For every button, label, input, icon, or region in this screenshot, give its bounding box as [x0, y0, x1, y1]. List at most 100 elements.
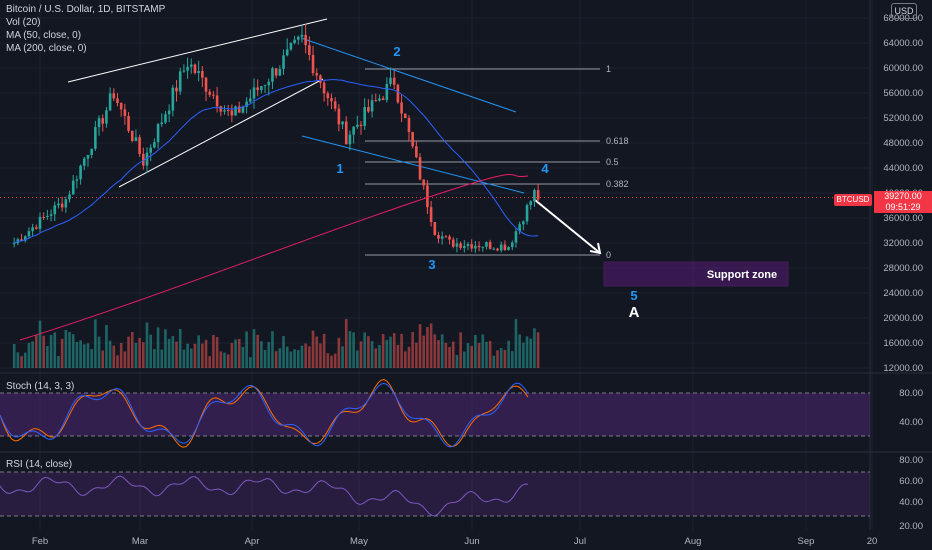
candle-body: [71, 180, 75, 195]
volume-bar: [197, 335, 200, 368]
price-tick: 64000.00: [883, 38, 923, 49]
ma50-line: [13, 79, 539, 244]
volume-bar: [260, 341, 263, 368]
time-tick: Jun: [464, 536, 479, 547]
indicator-volume[interactable]: Vol (20): [6, 17, 41, 28]
candle-body: [367, 107, 370, 112]
candle-body: [127, 115, 130, 131]
volume-bar: [64, 329, 68, 368]
rsi-pane: 80.00 60.00 40.00 20.00: [0, 455, 923, 532]
candle-body: [186, 66, 189, 71]
candle-body: [68, 194, 71, 200]
indicator-ma50[interactable]: MA (50, close, 0): [6, 30, 82, 41]
volume-bar: [429, 323, 433, 368]
candle-body: [79, 165, 82, 180]
candle-body: [64, 199, 68, 208]
volume-bar: [116, 355, 119, 368]
candlesticks: [12, 23, 540, 253]
candle-body: [97, 118, 101, 128]
fib-label: 0: [606, 250, 611, 260]
candle-body: [145, 152, 149, 166]
stoch-pane: 80.00 40.00: [0, 379, 923, 448]
candle-body: [348, 134, 352, 145]
candle-body: [42, 216, 45, 218]
volume-bar: [396, 344, 400, 368]
candle-body: [415, 146, 418, 158]
volume-bar: [189, 348, 193, 368]
volume-bar: [145, 322, 149, 368]
candle-body: [223, 110, 226, 112]
indicator-ma200[interactable]: MA (200, close, 0): [6, 43, 87, 54]
last-price: 39270.00: [884, 191, 922, 201]
volume-bar: [433, 334, 437, 368]
candle-body: [160, 122, 164, 125]
support-zone: Support zone: [603, 261, 789, 287]
volume-bar: [175, 341, 178, 368]
candle-body: [274, 68, 278, 76]
candle-body: [201, 71, 204, 78]
volume-bar: [212, 334, 215, 368]
last-price-tag: 39270.00 09:51:29: [874, 191, 932, 213]
candle-body: [522, 221, 525, 225]
candle-body: [108, 93, 112, 111]
volume-bar: [201, 343, 204, 368]
chart-title: Bitcoin / U.S. Dollar, 1D, BITSTAMP: [6, 4, 166, 15]
volume-bar: [134, 342, 138, 368]
volume-bar: [463, 351, 466, 368]
fib-label: 0.382: [606, 179, 629, 189]
rsi-tick: 60.00: [899, 476, 923, 487]
ma200-line: [19, 173, 529, 341]
volume-bar: [418, 324, 422, 368]
volume-bar: [499, 348, 503, 368]
candle-body: [149, 147, 152, 153]
volume-bar: [437, 340, 440, 368]
volume-bar: [215, 337, 219, 368]
rsi-label[interactable]: RSI (14, close): [6, 459, 73, 470]
candle-body: [326, 93, 330, 99]
volume-bar: [411, 332, 414, 368]
price-tick: 48000.00: [883, 138, 923, 149]
candle-body: [27, 231, 31, 237]
candle-body: [474, 245, 477, 249]
volume-bar: [444, 342, 448, 368]
volume-bar: [156, 327, 160, 368]
volume-bar: [105, 325, 108, 368]
volume-bar: [522, 342, 525, 368]
time-tick: Jul: [574, 536, 586, 547]
candle-body: [167, 110, 171, 115]
volume-bar: [337, 337, 341, 368]
symbol-tag: BTCUSD: [834, 194, 872, 206]
candle-body: [488, 242, 492, 249]
candle-body: [381, 98, 385, 101]
time-tick: Apr: [245, 536, 260, 547]
volume-bar: [182, 349, 186, 368]
fib-label: 0.618: [606, 136, 629, 146]
candle-body: [271, 68, 274, 82]
candle-body: [304, 34, 307, 46]
volume-bar: [267, 342, 271, 368]
volume-bar: [123, 351, 127, 368]
stoch-label[interactable]: Stoch (14, 3, 3): [6, 381, 75, 392]
candle-body: [267, 81, 271, 86]
volume-bar: [300, 345, 304, 368]
wave-label-2: 2: [393, 44, 400, 59]
candle-body: [492, 248, 496, 250]
candle-body: [422, 179, 426, 186]
candle-body: [496, 248, 499, 251]
candle-body: [153, 142, 156, 148]
price-tick: 32000.00: [883, 238, 923, 249]
candle-body: [533, 190, 536, 202]
stoch-tick: 40.00: [899, 417, 923, 428]
currency-button[interactable]: USD: [891, 3, 917, 19]
volume-bar: [392, 333, 396, 368]
volume-bar: [178, 329, 182, 368]
volume-bar: [455, 354, 459, 368]
volume-bar: [82, 344, 86, 368]
trendline: [67, 18, 328, 83]
volume-bar: [46, 346, 49, 368]
volume-bar: [514, 319, 518, 368]
volume-bar: [308, 346, 311, 368]
volume-bar: [363, 332, 366, 368]
moving-averages: [13, 79, 539, 341]
